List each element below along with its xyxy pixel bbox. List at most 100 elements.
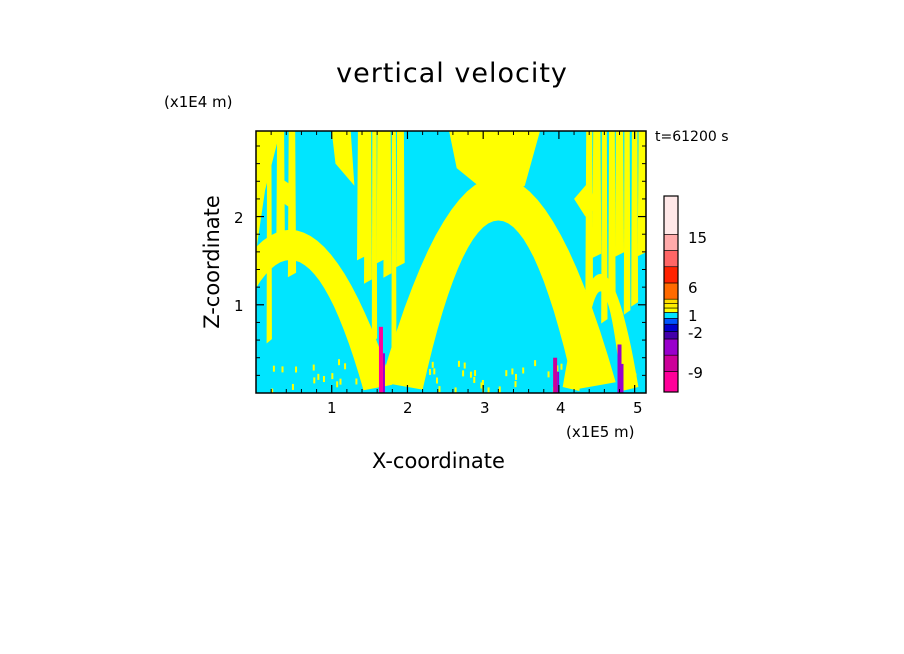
colorbar-swatch	[663, 371, 679, 393]
updraft-speckle	[634, 373, 637, 380]
updraft-speckle	[522, 367, 525, 374]
updraft-stripe	[623, 131, 631, 315]
colorbar-swatch	[663, 250, 679, 268]
colorbar-tick-label: -2	[688, 324, 703, 342]
updraft-stripe	[276, 131, 285, 264]
colorbar-frame	[663, 195, 679, 393]
x-tick-label: 3	[480, 399, 490, 417]
x-tick-label: 4	[556, 399, 566, 417]
updraft-stripe	[266, 131, 272, 344]
updraft-speckle	[481, 379, 484, 386]
updraft-speckle	[431, 361, 434, 368]
colorbar-tick-label: -9	[688, 364, 703, 382]
colorbar-swatch	[663, 323, 679, 332]
updraft-speckle	[344, 363, 347, 370]
updraft-speckle	[473, 376, 476, 383]
x-tick-label: 2	[403, 399, 413, 417]
updraft-stripe	[631, 131, 639, 307]
updraft-speckle	[428, 368, 431, 375]
updraft-speckle	[336, 381, 339, 388]
updraft-stripe	[615, 131, 624, 257]
updraft-speckle	[560, 363, 563, 370]
updraft-speckle	[295, 366, 298, 373]
updraft-speckle	[313, 377, 316, 384]
updraft-speckle	[454, 387, 457, 393]
updraft-speckle	[575, 362, 578, 369]
x-tick-label: 1	[327, 399, 337, 417]
updraft-stripe	[376, 131, 386, 264]
colorbar-swatch	[663, 331, 679, 340]
updraft-speckle	[322, 376, 325, 383]
updraft-speckle	[629, 368, 632, 375]
updraft-speckle	[317, 373, 320, 380]
y-tick-label: 1	[234, 297, 244, 315]
updraft-stripe	[592, 131, 602, 258]
updraft-speckle	[571, 366, 574, 373]
updraft-speckle	[462, 370, 465, 377]
updraft-speckle	[423, 363, 426, 370]
updraft-core	[449, 131, 540, 199]
colorbar-swatch	[663, 354, 679, 372]
updraft-stripe	[637, 131, 646, 257]
updraft-speckle	[272, 365, 275, 372]
colorbar-swatch	[663, 312, 679, 319]
updraft-speckle	[487, 387, 490, 393]
updraft-speckle	[374, 362, 377, 369]
updraft-speckle	[498, 386, 501, 393]
updraft-stripe	[287, 131, 297, 278]
convective-core	[553, 357, 558, 393]
x-axis-title: X-coordinate	[372, 449, 505, 473]
updraft-stripe	[396, 131, 405, 268]
updraft-speckle	[505, 370, 508, 377]
updraft-speckle	[338, 359, 341, 366]
updraft-speckle	[463, 362, 466, 369]
y-unit-label: (x1E4 m)	[164, 93, 233, 111]
updraft-arch	[256, 229, 393, 391]
convective-core	[557, 371, 560, 393]
updraft-stripe	[601, 131, 608, 324]
convective-core	[378, 326, 383, 393]
updraft-speckle	[291, 383, 294, 390]
updraft-speckle	[605, 361, 608, 368]
time-label: t=61200 s	[655, 129, 729, 145]
updraft-speckle	[331, 373, 334, 380]
updraft-speckle	[339, 378, 342, 385]
colorbar-swatch	[663, 307, 679, 313]
updraft-speckle	[435, 377, 438, 384]
updraft-speckle	[585, 365, 588, 372]
updraft-speckle	[417, 381, 420, 388]
updraft-speckle	[388, 365, 391, 372]
updraft-speckle	[515, 373, 518, 380]
colorbar-swatch	[663, 318, 679, 325]
updraft-speckle	[480, 382, 483, 389]
x-tick-label: 5	[633, 399, 643, 417]
convective-core	[617, 344, 622, 393]
updraft-stripe	[383, 131, 392, 278]
updraft-speckle	[627, 377, 630, 384]
convective-core	[621, 363, 624, 393]
updraft-stripe	[364, 131, 372, 284]
updraft-speckle	[606, 366, 609, 373]
colorbar-swatch	[663, 303, 679, 309]
updraft-speckle	[569, 372, 572, 379]
chart-title: vertical velocity	[336, 58, 568, 89]
updraft-speckle	[514, 381, 517, 388]
updraft-speckle	[355, 378, 358, 385]
updraft-stripe	[391, 131, 397, 353]
updraft-stripe	[585, 131, 593, 292]
updraft-band	[256, 131, 281, 252]
updraft-arch	[381, 176, 616, 390]
colorbar-swatch	[663, 298, 679, 304]
heatmap-field	[256, 131, 646, 393]
x-unit-label: (x1E5 m)	[566, 423, 635, 441]
updraft-speckle	[511, 368, 514, 375]
colorbar-swatch	[663, 282, 679, 300]
updraft-speckle	[374, 381, 377, 388]
colorbar-tick-label: 6	[688, 279, 698, 297]
colorbar-swatch	[663, 195, 679, 235]
updraft-speckle	[474, 370, 477, 377]
updraft-stripe	[357, 131, 366, 261]
updraft-speckle	[457, 360, 460, 367]
updraft-speckle	[406, 378, 409, 385]
